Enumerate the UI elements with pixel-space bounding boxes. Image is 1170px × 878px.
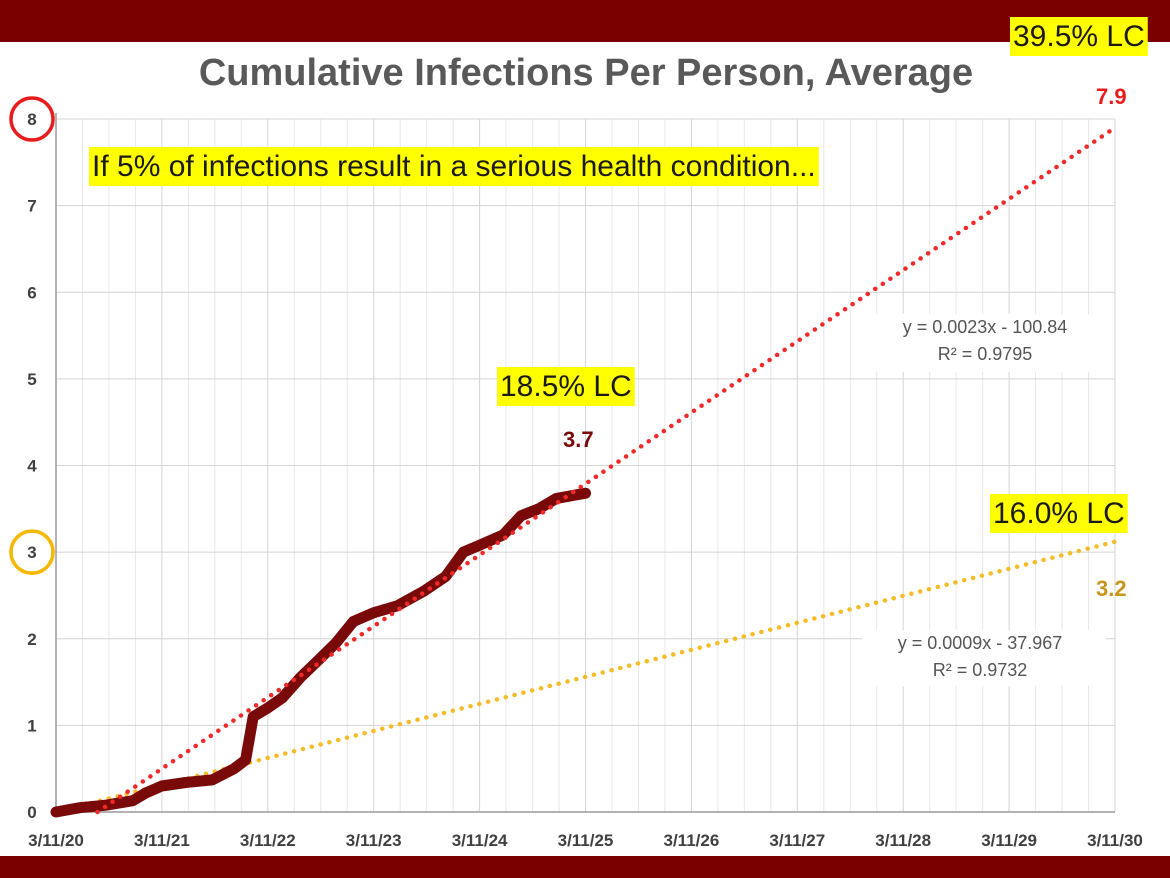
- y-tick-label: 6: [27, 283, 36, 302]
- top-right-pct-highlight: [1010, 17, 1148, 56]
- red-equation-bg: [868, 314, 1112, 372]
- x-tick-label: 3/11/28: [875, 831, 931, 850]
- yellow-trend-r-squared: R² = 0.9732: [933, 660, 1028, 680]
- y-tick-label: 1: [27, 716, 36, 735]
- x-tick-label: 3/11/26: [664, 831, 720, 850]
- y-tick-circles: [9, 96, 55, 575]
- y-tick-label: 4: [27, 457, 37, 476]
- current-value: 3.7: [563, 427, 594, 452]
- y-tick-label: 0: [27, 803, 36, 822]
- x-tick-label: 3/11/23: [346, 831, 402, 850]
- top-band: [0, 0, 1170, 42]
- y-tick-circle: [9, 96, 55, 142]
- x-tick-label: 3/11/27: [769, 831, 825, 850]
- red-endpoint-value: 7.9: [1096, 84, 1127, 109]
- subtitle-highlight: [89, 147, 819, 186]
- y-tick-circle: [9, 529, 55, 575]
- y-tick-label: 8: [27, 110, 36, 129]
- middle-pct-label: 18.5% LC: [500, 370, 632, 403]
- x-tick-label: 3/11/25: [558, 831, 614, 850]
- x-tick-label: 3/11/24: [452, 831, 508, 850]
- x-tick-label: 3/11/29: [981, 831, 1037, 850]
- y-tick-labels: 0 1 2 3 4 5 6 7 8: [27, 110, 37, 822]
- red-trend-equation: y = 0.0023x - 100.84: [903, 317, 1068, 337]
- yellow-endpoint-value: 3.2: [1096, 576, 1127, 601]
- y-tick-label: 7: [27, 197, 36, 216]
- x-tick-label: 3/11/21: [134, 831, 190, 850]
- yellow-equation-bg: [862, 630, 1106, 686]
- top-right-pct-label: 39.5% LC: [1013, 20, 1145, 53]
- middle-pct-highlight: [497, 367, 635, 406]
- x-tick-label: 3/11/22: [240, 831, 296, 850]
- chart-title: Cumulative Infections Per Person, Averag…: [199, 52, 973, 94]
- chart-subtitle: If 5% of infections result in a serious …: [92, 150, 816, 183]
- series-layer: [50, 125, 1118, 818]
- right-pct-label: 16.0% LC: [993, 497, 1125, 530]
- right-pct-highlight: [990, 494, 1128, 533]
- x-tick-label: 3/11/20: [28, 831, 84, 850]
- bottom-band: [0, 856, 1170, 878]
- x-tick-labels: 3/11/20 3/11/21 3/11/22 3/11/23 3/11/24 3/11/…: [28, 831, 1143, 850]
- yellow-trend-equation: y = 0.0009x - 37.967: [898, 633, 1063, 653]
- y-tick-label: 2: [27, 630, 36, 649]
- y-tick-label: 3: [27, 543, 36, 562]
- red-trend-r-squared: R² = 0.9795: [938, 344, 1033, 364]
- grid-lines: [55, 113, 1116, 813]
- x-tick-label: 3/11/30: [1087, 831, 1143, 850]
- red-trendline: [95, 125, 1118, 815]
- y-tick-label: 5: [27, 370, 36, 389]
